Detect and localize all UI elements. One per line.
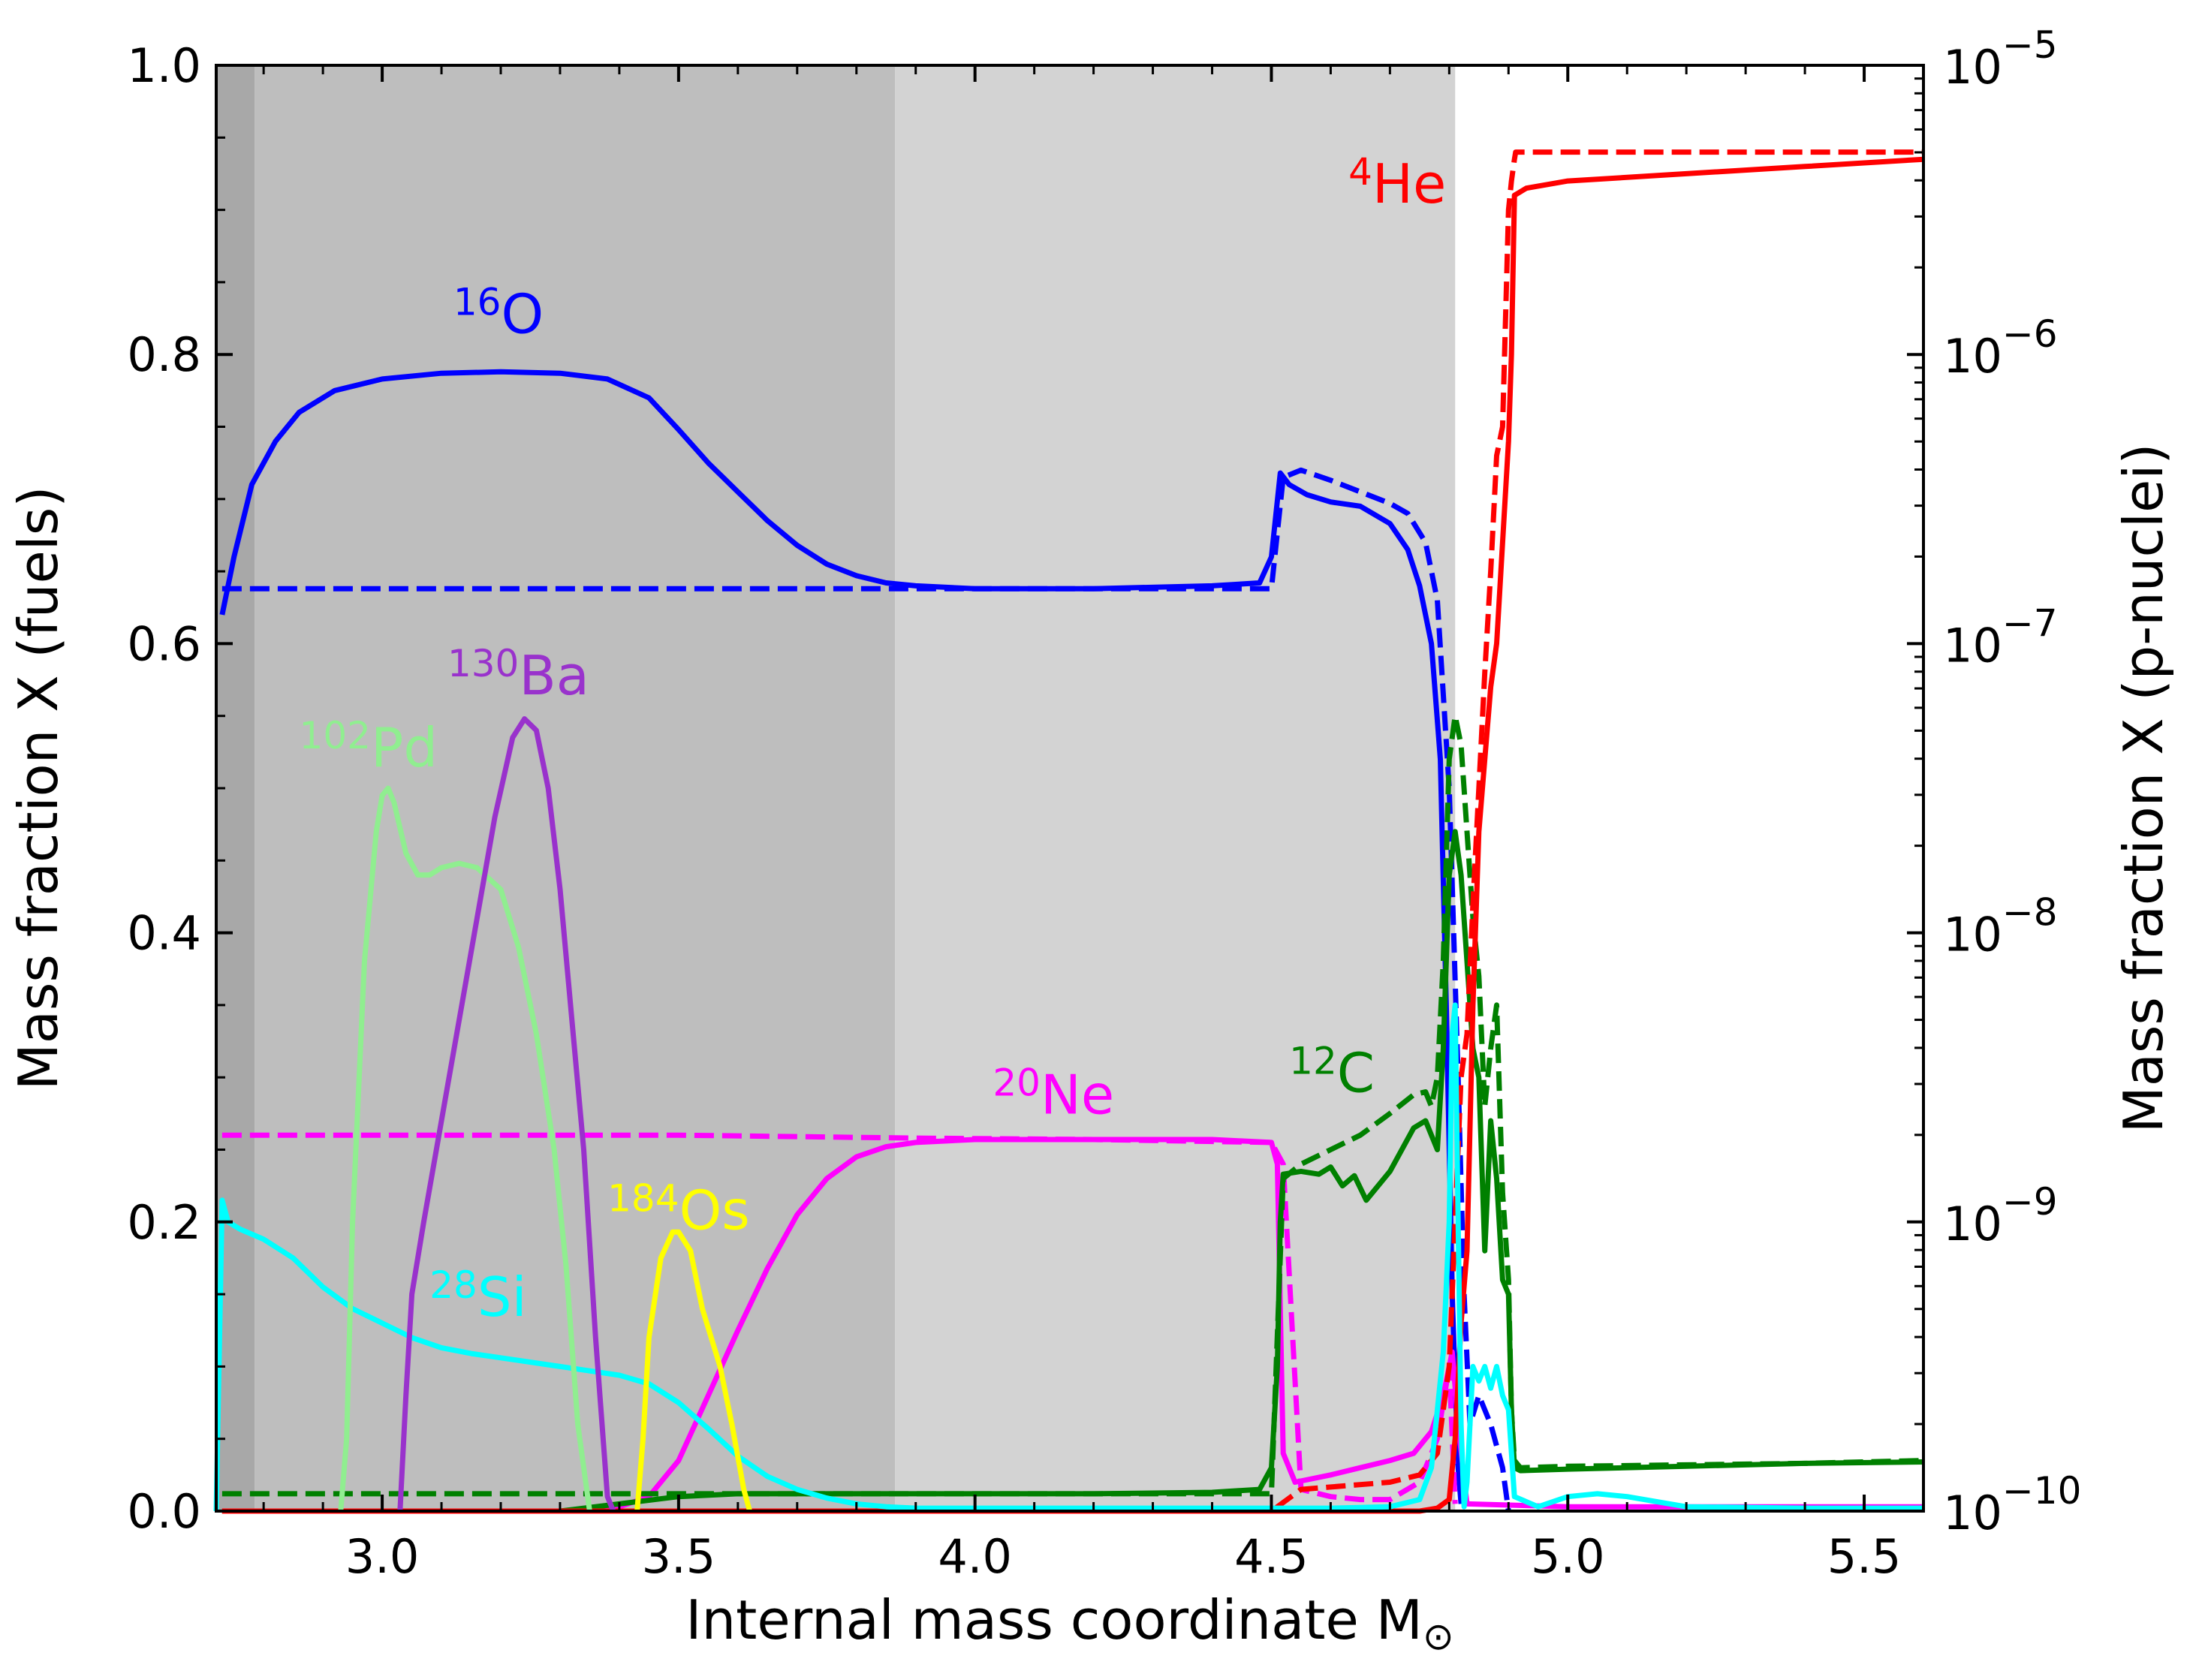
y-left-tick-label: 0.0	[127, 1484, 201, 1539]
x-tick-label: 4.5	[1234, 1529, 1309, 1584]
x-axis-label-text: Internal mass coordinate M	[685, 1588, 1423, 1651]
series-130Ba-solid	[397, 716, 616, 1513]
y-right-tick-label: 10−7	[1943, 601, 2058, 673]
species-label-mass-number: 184	[607, 1176, 679, 1220]
species-label-mass-number: 28	[429, 1263, 477, 1307]
species-label-mass-number: 20	[993, 1061, 1041, 1104]
species-label-mass-number: 130	[447, 642, 519, 685]
y-right-tick-base: 10	[1943, 40, 2002, 95]
species-label-20Ne: 20Ne	[993, 1061, 1114, 1126]
series-4He-solid	[221, 156, 1924, 1514]
x-tick-label: 5.5	[1827, 1529, 1902, 1584]
y-right-tick-exponent: −5	[2002, 23, 2058, 67]
y-right-tick-base: 10	[1943, 1486, 2002, 1540]
y-left-tick-label: 0.8	[127, 327, 201, 382]
y-right-tick-label: 10−10	[1943, 1469, 2081, 1540]
species-label-element: Ba	[519, 644, 589, 707]
x-tick-label: 5.0	[1531, 1529, 1605, 1584]
species-label-element: Si	[477, 1266, 527, 1329]
species-label-16O: 16O	[453, 280, 544, 345]
y-right-tick-label: 10−8	[1943, 891, 2058, 962]
species-label-4He: 4He	[1348, 150, 1446, 215]
species-label-element: Pd	[371, 716, 438, 779]
species-label-mass-number: 12	[1289, 1039, 1337, 1082]
y-right-tick-base: 10	[1943, 1197, 2002, 1251]
y-right-tick-exponent: −7	[2002, 601, 2058, 645]
y-right-tick-base: 10	[1943, 908, 2002, 962]
y-left-tick-label: 0.4	[127, 906, 201, 961]
species-label-element: O	[501, 282, 544, 345]
axis-ticks: 3.0 3.5 4.0 4.5 5.0 5.50.00.20.40.60.81.010−1…	[127, 23, 2081, 1584]
y-left-tick-label: 0.2	[127, 1195, 201, 1250]
series-layer	[213, 149, 1924, 1514]
y-left-tick-label: 0.6	[127, 616, 201, 671]
series-184Os-solid	[634, 1229, 752, 1512]
y-right-tick-base: 10	[1943, 329, 2002, 384]
x-axis-label-symbol: ⊙	[1423, 1615, 1454, 1658]
y-axis-left-label: Mass fraction X (fuels)	[7, 486, 70, 1091]
species-label-184Os: 184Os	[607, 1176, 750, 1242]
species-label-element: Ne	[1041, 1063, 1114, 1126]
y-right-tick-label: 10−5	[1943, 23, 2058, 95]
x-tick-label: 4.0	[938, 1529, 1012, 1584]
species-label-12C: 12C	[1289, 1039, 1375, 1104]
y-right-tick-exponent: −10	[2002, 1469, 2082, 1513]
x-tick-label: 3.5	[642, 1529, 716, 1584]
shaded-region-2	[895, 65, 1456, 1511]
series-16O-solid	[219, 369, 1464, 1504]
species-label-28Si: 28Si	[429, 1263, 526, 1329]
y-axis-right-label: Mass fraction X (p-nuclei)	[2112, 444, 2175, 1134]
series-12C-solid	[221, 829, 1924, 1514]
series-102Pd-solid	[338, 785, 592, 1512]
shaded-region-1	[255, 65, 896, 1511]
x-tick-label: 3.0	[345, 1529, 420, 1584]
shaded-regions	[216, 65, 1456, 1511]
y-right-tick-exponent: −8	[2002, 891, 2058, 935]
species-label-mass-number: 102	[300, 714, 371, 757]
species-label-element: He	[1372, 152, 1446, 215]
species-label-102Pd: 102Pd	[300, 714, 438, 779]
species-label-element: Os	[679, 1179, 750, 1242]
species-label-130Ba: 130Ba	[447, 642, 589, 707]
y-right-tick-exponent: −6	[2002, 312, 2058, 356]
y-right-tick-base: 10	[1943, 618, 2002, 673]
y-right-tick-exponent: −9	[2002, 1180, 2058, 1224]
y-right-tick-label: 10−9	[1943, 1180, 2058, 1251]
species-label-element: C	[1337, 1041, 1375, 1104]
species-label-mass-number: 16	[453, 280, 502, 324]
y-left-tick-label: 1.0	[127, 38, 201, 93]
species-label-mass-number: 4	[1348, 150, 1372, 194]
y-right-tick-label: 10−6	[1943, 312, 2058, 384]
x-axis-label: Internal mass coordinate M⊙	[685, 1588, 1453, 1658]
